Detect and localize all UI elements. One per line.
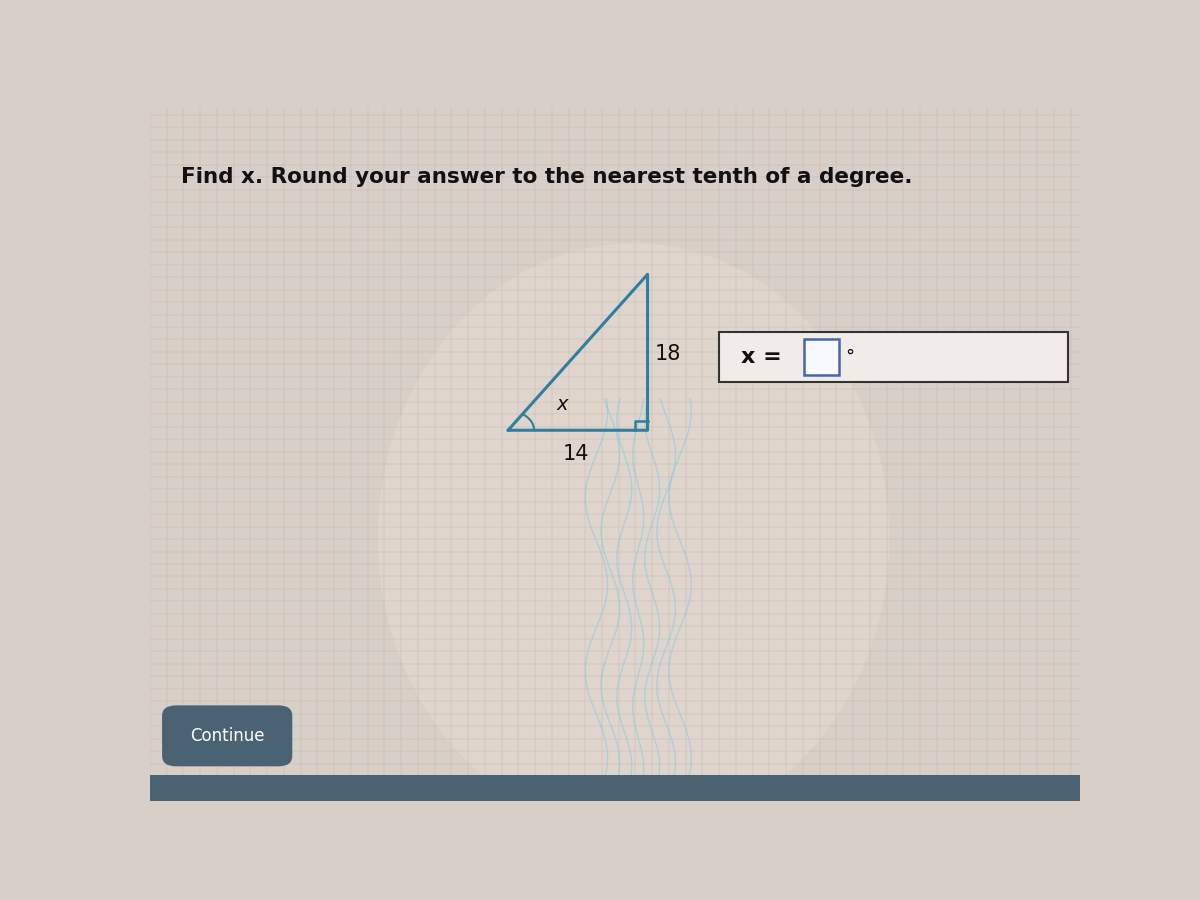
Text: x: x	[557, 395, 568, 414]
Text: °: °	[846, 347, 854, 365]
Text: 14: 14	[563, 444, 589, 464]
Bar	[150, 775, 1080, 801]
Text: Continue: Continue	[190, 727, 264, 745]
Text: x =: x =	[740, 346, 781, 367]
Ellipse shape	[378, 243, 889, 832]
FancyBboxPatch shape	[162, 706, 293, 767]
Bar	[719, 332, 1068, 382]
Bar	[804, 339, 839, 375]
Text: Find x. Round your answer to the nearest tenth of a degree.: Find x. Round your answer to the nearest…	[181, 166, 912, 187]
Text: 18: 18	[655, 344, 682, 364]
